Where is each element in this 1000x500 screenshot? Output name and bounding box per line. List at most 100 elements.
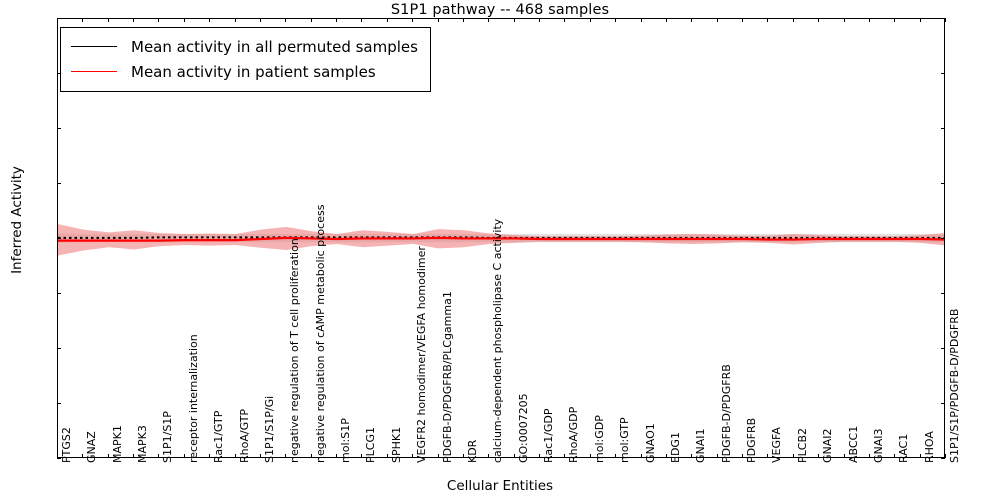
x-tick-mark bbox=[665, 454, 667, 458]
x-tick-mark bbox=[107, 18, 109, 22]
x-tick-label: PLCB2 bbox=[795, 428, 809, 463]
legend-line-swatch-red bbox=[71, 71, 117, 72]
y-tick-mark bbox=[57, 128, 61, 129]
x-tick-mark bbox=[615, 18, 617, 22]
x-tick-mark bbox=[361, 18, 363, 22]
y-tick-mark bbox=[57, 18, 61, 19]
y-tick-mark bbox=[57, 73, 61, 74]
plot-canvas bbox=[58, 19, 944, 457]
x-tick-mark bbox=[742, 18, 744, 22]
x-tick-mark bbox=[57, 18, 58, 22]
x-tick-mark bbox=[665, 18, 667, 22]
x-tick-label: GNAI2 bbox=[821, 428, 835, 463]
x-tick-mark bbox=[589, 454, 591, 458]
legend-label-permuted: Mean activity in all permuted samples bbox=[131, 37, 418, 56]
x-tick-label: ABCC1 bbox=[846, 425, 860, 463]
legend-label-patient: Mean activity in patient samples bbox=[131, 62, 376, 81]
x-tick-mark bbox=[640, 18, 642, 22]
x-tick-label: RHOA bbox=[922, 431, 936, 463]
x-tick-label: PDGFB-D/PDGFRB/PLCgamma1 bbox=[440, 291, 454, 463]
y-tick-mark bbox=[57, 183, 61, 184]
y-tick-mark bbox=[941, 348, 945, 349]
x-tick-mark bbox=[716, 454, 718, 458]
x-tick-mark bbox=[564, 454, 566, 458]
x-tick-label: PDGFRB bbox=[745, 417, 759, 463]
x-tick-label: GO:0007205 bbox=[516, 393, 530, 463]
x-tick-mark bbox=[945, 454, 946, 458]
x-tick-label: mol:GTP bbox=[618, 417, 632, 463]
x-tick-mark bbox=[234, 454, 236, 458]
x-tick-mark bbox=[259, 454, 261, 458]
y-axis-title: Inferred Activity bbox=[9, 166, 25, 274]
y-tick-mark bbox=[941, 458, 945, 459]
x-tick-label: mol:GDP bbox=[592, 415, 606, 463]
x-tick-mark bbox=[945, 18, 946, 22]
x-tick-mark bbox=[564, 18, 566, 22]
x-tick-mark bbox=[158, 454, 160, 458]
x-tick-mark bbox=[386, 454, 388, 458]
y-tick-mark bbox=[941, 128, 945, 129]
x-tick-label: SPHK1 bbox=[389, 426, 403, 463]
x-tick-mark bbox=[462, 454, 464, 458]
x-tick-mark bbox=[894, 18, 896, 22]
x-tick-mark bbox=[310, 18, 312, 22]
x-tick-mark bbox=[437, 454, 439, 458]
x-tick-mark bbox=[183, 18, 185, 22]
x-tick-mark bbox=[82, 18, 84, 22]
x-tick-mark bbox=[361, 454, 363, 458]
x-tick-mark bbox=[209, 18, 211, 22]
series-line bbox=[58, 236, 944, 242]
x-tick-label: S1P1/S1P bbox=[161, 411, 175, 463]
x-tick-label: calcium-dependent phospholipase C activi… bbox=[491, 218, 505, 463]
y-tick-mark bbox=[941, 73, 945, 74]
x-tick-mark bbox=[691, 454, 693, 458]
x-tick-mark bbox=[183, 454, 185, 458]
x-tick-label: RAC1 bbox=[897, 433, 911, 463]
x-tick-mark bbox=[234, 18, 236, 22]
y-tick-mark bbox=[941, 183, 945, 184]
x-tick-label: S1P1/S1P/Gi bbox=[262, 395, 276, 463]
chart-legend: Mean activity in all permuted samples Me… bbox=[60, 27, 431, 92]
x-tick-label: Rac1/GTP bbox=[212, 410, 226, 463]
x-tick-mark bbox=[336, 18, 338, 22]
x-tick-mark bbox=[818, 454, 820, 458]
chart-title: S1P1 pathway -- 468 samples bbox=[390, 2, 610, 18]
x-tick-mark bbox=[818, 18, 820, 22]
y-tick-mark bbox=[941, 403, 945, 404]
y-tick-mark bbox=[941, 293, 945, 294]
x-tick-mark bbox=[259, 18, 261, 22]
x-tick-label: receptor internalization bbox=[186, 334, 200, 463]
data-series-layer bbox=[58, 224, 944, 256]
legend-item-permuted: Mean activity in all permuted samples bbox=[71, 34, 418, 59]
x-tick-label: mol:S1P bbox=[339, 418, 353, 463]
x-tick-mark bbox=[285, 454, 287, 458]
x-tick-mark bbox=[462, 18, 464, 22]
x-tick-mark bbox=[437, 18, 439, 22]
x-tick-label: VEGFA bbox=[770, 427, 784, 463]
confidence-band bbox=[58, 224, 944, 256]
x-tick-mark bbox=[488, 454, 490, 458]
x-tick-label: GNAO1 bbox=[643, 423, 657, 463]
x-tick-mark bbox=[868, 454, 870, 458]
y-tick-mark bbox=[57, 458, 61, 459]
x-tick-mark bbox=[386, 18, 388, 22]
x-tick-mark bbox=[310, 454, 312, 458]
x-tick-label: EDG1 bbox=[668, 432, 682, 463]
x-tick-label: negative regulation of cAMP metabolic pr… bbox=[313, 204, 327, 463]
x-tick-mark bbox=[107, 454, 109, 458]
x-tick-mark bbox=[133, 454, 135, 458]
x-tick-mark bbox=[209, 454, 211, 458]
x-tick-label: GNAI3 bbox=[871, 428, 885, 463]
x-tick-mark bbox=[894, 454, 896, 458]
x-tick-mark bbox=[615, 454, 617, 458]
y-tick-mark bbox=[941, 238, 945, 239]
x-tick-mark bbox=[57, 454, 58, 458]
x-tick-mark bbox=[285, 18, 287, 22]
x-tick-mark bbox=[539, 18, 541, 22]
x-tick-mark bbox=[843, 18, 845, 22]
y-tick-mark bbox=[941, 18, 945, 19]
y-tick-mark bbox=[57, 293, 61, 294]
x-tick-mark bbox=[640, 454, 642, 458]
x-tick-label: S1P1/S1P/PDGFB-D/PDGFRB bbox=[948, 308, 961, 463]
x-tick-mark bbox=[412, 454, 414, 458]
